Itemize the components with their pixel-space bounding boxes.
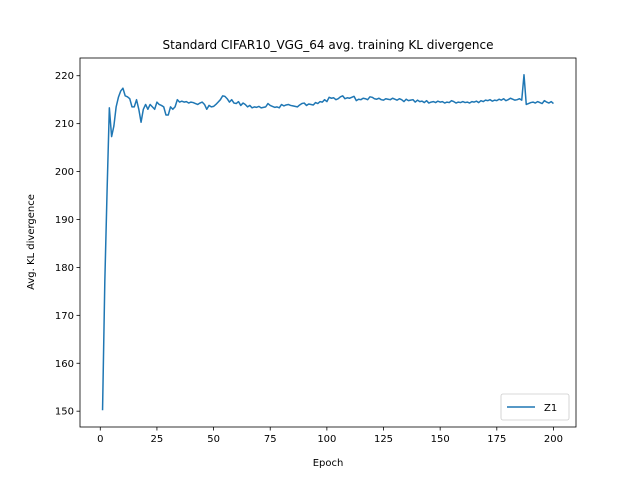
x-tick-label: 0	[97, 434, 103, 445]
x-tick-label: 175	[487, 434, 506, 445]
y-tick-label: 170	[55, 311, 74, 322]
x-tick-label: 200	[544, 434, 563, 445]
y-tick-label: 160	[55, 359, 74, 370]
plot-frame	[79, 57, 577, 428]
x-axis-label: Epoch	[313, 458, 344, 469]
y-tick-label: 220	[55, 71, 74, 82]
x-tick-label: 75	[264, 434, 277, 445]
y-axis-label: Avg. KL divergence	[26, 194, 37, 290]
data-line	[101, 74, 554, 411]
x-tick-label: 25	[151, 434, 164, 445]
x-tick-label: 100	[317, 434, 336, 445]
y-tick-label: 210	[55, 119, 74, 130]
y-tick-label: 150	[55, 407, 74, 418]
y-tick-label: 190	[55, 215, 74, 226]
x-tick-label: 125	[374, 434, 393, 445]
x-tick-label: 50	[207, 434, 220, 445]
y-tick-label: 180	[55, 263, 74, 274]
y-tick-label: 200	[55, 167, 74, 178]
chart-title: Standard CIFAR10_VGG_64 avg. training KL…	[163, 38, 494, 52]
legend-label: Z1	[544, 403, 557, 414]
x-tick-label: 150	[431, 434, 450, 445]
